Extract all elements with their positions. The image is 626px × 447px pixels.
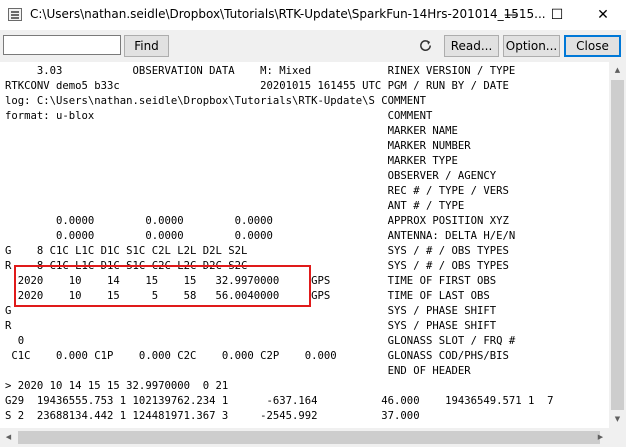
scrollbar-corner xyxy=(609,428,626,447)
text-line: > 2020 10 14 15 15 32.9970000 0 21 xyxy=(5,380,229,392)
text-line: S 2 23688134.442 1 124481971.367 3 -2545… xyxy=(5,410,420,422)
text-line: G SYS / PHASE SHIFT xyxy=(5,305,497,317)
text-line: OBSERVER / AGENCY xyxy=(5,170,497,182)
rinex-text-view[interactable]: 3.03 OBSERVATION DATA M: Mixed RINEX VER… xyxy=(0,62,609,428)
app-icon xyxy=(8,8,22,21)
title-bar: C:\Users\nathan.seidle\Dropbox\Tutorials… xyxy=(0,0,626,30)
text-line: 2020 10 15 5 58 56.0040000 GPS TIME OF L… xyxy=(5,290,490,302)
scroll-left-icon[interactable]: ◀ xyxy=(5,433,12,441)
close-button[interactable]: Close xyxy=(564,35,621,57)
maximize-button[interactable]: ☐ xyxy=(550,7,564,23)
window-close-button[interactable]: ✕ xyxy=(597,7,609,23)
text-line: 0 GLONASS SLOT / FRQ # xyxy=(5,335,516,347)
read-button[interactable]: Read... xyxy=(444,35,499,57)
text-line: MARKER NAME xyxy=(5,125,458,137)
find-input[interactable] xyxy=(3,35,121,55)
horizontal-scrollbar[interactable]: ◀ ▶ xyxy=(0,428,609,447)
minimize-button[interactable]: — xyxy=(504,7,518,23)
text-line: MARKER TYPE xyxy=(5,155,458,167)
text-line: 0.0000 0.0000 0.0000 ANTENNA: DELTA H/E/… xyxy=(5,230,516,242)
text-line: log: C:\Users\nathan.seidle\Dropbox\Tuto… xyxy=(5,95,426,107)
refresh-icon[interactable] xyxy=(418,38,433,53)
text-line: 3.03 OBSERVATION DATA M: Mixed RINEX VER… xyxy=(5,65,516,77)
horizontal-scroll-thumb[interactable] xyxy=(18,431,600,444)
text-line: RTKCONV demo5 b33c 20201015 161455 UTC P… xyxy=(5,80,509,92)
text-line: G 8 C1C L1C D1C S1C C2L L2L D2L S2L SYS … xyxy=(5,245,509,257)
window-title: C:\Users\nathan.seidle\Dropbox\Tutorials… xyxy=(30,7,546,21)
text-line: R 8 C1C L1C D1C S1C C2C L2C D2C S2C SYS … xyxy=(5,260,509,272)
scroll-right-icon[interactable]: ▶ xyxy=(597,433,604,441)
text-line: R SYS / PHASE SHIFT xyxy=(5,320,497,332)
find-button[interactable]: Find xyxy=(124,35,169,57)
vertical-scrollbar[interactable]: ▲ ▼ xyxy=(609,62,626,428)
vertical-scroll-thumb[interactable] xyxy=(611,80,624,410)
text-line: C1C 0.000 C1P 0.000 C2C 0.000 C2P 0.000 … xyxy=(5,350,509,362)
scroll-up-icon[interactable]: ▲ xyxy=(614,66,621,74)
option-button[interactable]: Option... xyxy=(503,35,560,57)
text-line: 0.0000 0.0000 0.0000 APPROX POSITION XYZ xyxy=(5,215,509,227)
text-line: G29 19436555.753 1 102139762.234 1 -637.… xyxy=(5,395,554,407)
text-line: END OF HEADER xyxy=(5,365,471,377)
text-line: MARKER NUMBER xyxy=(5,140,471,152)
text-line: REC # / TYPE / VERS xyxy=(5,185,509,197)
text-line: ANT # / TYPE xyxy=(5,200,465,212)
scroll-down-icon[interactable]: ▼ xyxy=(614,415,621,423)
text-line: format: u-blox COMMENT xyxy=(5,110,433,122)
text-line: 2020 10 14 15 15 32.9970000 GPS TIME OF … xyxy=(5,275,497,287)
